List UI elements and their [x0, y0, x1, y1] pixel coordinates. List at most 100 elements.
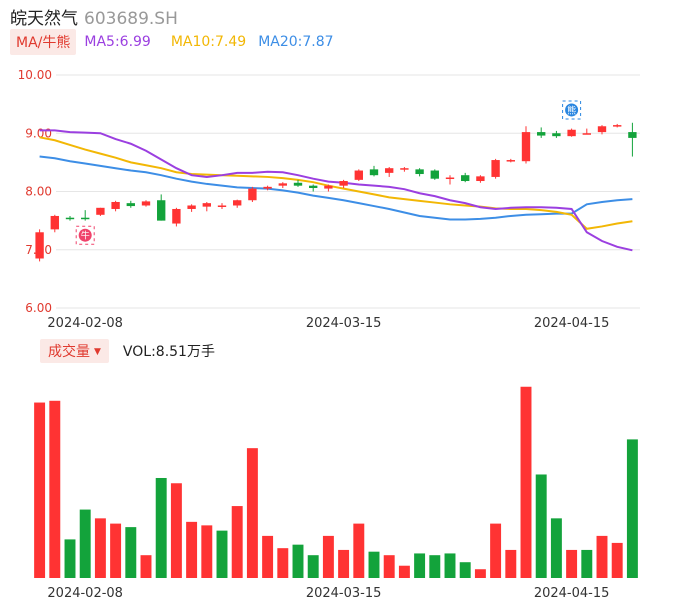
candle-body	[293, 182, 303, 186]
volume-bar	[490, 523, 502, 578]
price-grid	[56, 74, 640, 309]
volume-bar	[383, 555, 395, 578]
volume-bar	[566, 549, 578, 578]
signal-label: 牛	[81, 230, 90, 242]
volume-bar	[79, 509, 91, 578]
x-tick-label: 2024-04-15	[534, 316, 610, 331]
candle-body	[628, 132, 637, 138]
volume-bar	[231, 506, 243, 578]
signal-label: 熊	[567, 104, 576, 116]
volume-bar	[186, 521, 198, 578]
volume-bar	[277, 548, 289, 578]
volume-bar	[520, 386, 532, 578]
volume-indicator-selector[interactable]: 成交量 ▼	[40, 339, 109, 363]
signal-dot	[78, 228, 92, 242]
volume-bar	[338, 549, 350, 578]
candle-body	[461, 175, 470, 182]
candle-body	[263, 186, 272, 189]
ma-lines	[39, 129, 633, 252]
candle-body	[96, 207, 105, 215]
volume-bar	[505, 549, 517, 578]
volume-legend: 成交量 ▼ VOL:8.51万手	[40, 339, 215, 363]
candles	[35, 122, 637, 262]
candle-body	[537, 132, 546, 136]
ma20-line	[39, 155, 633, 221]
candle-body	[445, 177, 455, 180]
candle-body	[65, 217, 75, 220]
chevron-down-icon: ▼	[94, 347, 101, 357]
candle-body	[141, 201, 151, 206]
bear-signal-icon: 熊	[562, 100, 582, 120]
x-tick-label: 2024-03-15	[306, 586, 382, 601]
volume-bar	[49, 400, 61, 578]
volume-bar	[292, 544, 304, 578]
volume-bar	[429, 555, 441, 578]
volume-bar	[140, 555, 152, 578]
y-tick-label: 8.00	[25, 185, 52, 199]
candle-body	[415, 169, 424, 175]
volume-bar	[535, 474, 547, 578]
candle-body	[476, 176, 485, 182]
candle-body	[309, 185, 318, 189]
candle-body	[278, 183, 287, 186]
volume-bar	[262, 535, 274, 578]
volume-bar	[170, 483, 182, 578]
bull-signal-icon: 牛	[75, 225, 95, 245]
candle-body	[354, 170, 363, 180]
stock-name: 皖天然气	[10, 9, 78, 29]
candle-body	[248, 188, 257, 201]
ma20-value: MA20:7.87	[258, 34, 334, 50]
volume-bar	[368, 551, 380, 578]
volume-bar	[216, 530, 228, 578]
candle-body	[233, 200, 242, 206]
x-tick-label: 2024-02-08	[47, 586, 123, 601]
candle-body	[369, 169, 379, 176]
price-y-axis: 10.009.008.007.006.00	[18, 68, 52, 315]
price-x-axis: 2024-02-08 2024-03-15 2024-04-15	[47, 316, 609, 331]
signal-frame	[75, 225, 95, 245]
candle-body	[35, 232, 44, 259]
ma10-value: MA10:7.49	[170, 34, 247, 50]
candle-body	[613, 125, 622, 127]
candle-body	[552, 133, 561, 137]
volume-value: VOL:8.51万手	[122, 344, 215, 360]
candle-body	[400, 168, 409, 170]
candle-body	[50, 215, 59, 230]
ma10-line	[39, 136, 633, 230]
volume-bar	[155, 477, 167, 578]
candle-body	[81, 217, 90, 220]
volume-bar	[307, 555, 319, 578]
volume-bar	[246, 448, 258, 578]
volume-x-axis: 2024-02-08 2024-03-15 2024-04-15	[47, 586, 609, 601]
candle-body	[430, 170, 439, 179]
volume-bar	[550, 518, 562, 578]
candle-body	[324, 185, 333, 189]
candle-body	[597, 126, 607, 133]
volume-bar	[398, 565, 410, 578]
signal-dot	[565, 103, 579, 117]
ma5-value: MA5:6.99	[84, 34, 151, 50]
candle-body	[385, 168, 394, 173]
volume-bar	[64, 539, 76, 578]
candle-body	[582, 133, 591, 135]
ma-indicator-selector[interactable]: MA/牛熊	[10, 29, 77, 55]
candle-body	[506, 160, 515, 162]
volume-bar	[125, 527, 137, 578]
volume-bars	[34, 386, 638, 578]
x-tick-label: 2024-02-08	[47, 316, 123, 331]
volume-bar	[474, 569, 486, 578]
stock-header: 皖天然气 603689.SH	[10, 4, 178, 29]
candle-body	[339, 181, 348, 186]
x-tick-label: 2024-03-15	[306, 316, 382, 331]
volume-bar	[34, 402, 46, 578]
volume-bar	[201, 525, 213, 578]
volume-bar	[611, 542, 623, 578]
candle-body	[491, 160, 500, 177]
candle-body	[126, 203, 135, 207]
signals: 牛熊	[75, 100, 582, 245]
candle-body	[187, 205, 196, 209]
y-tick-label: 10.00	[18, 68, 52, 82]
candle-body	[567, 129, 576, 137]
volume-bar	[581, 549, 593, 578]
